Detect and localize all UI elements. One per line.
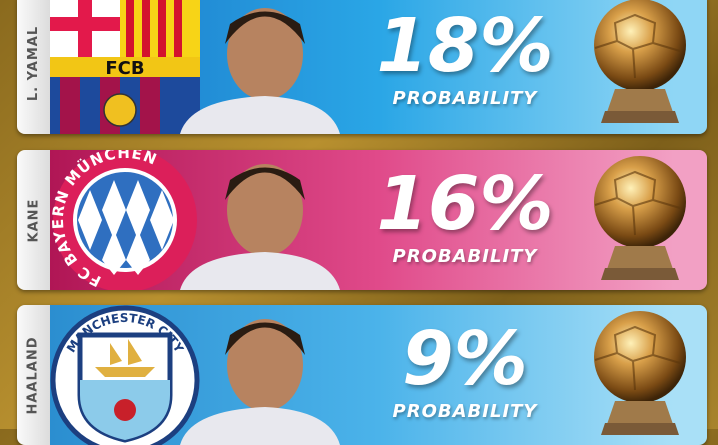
player-name-tab: L. YAMAL xyxy=(17,0,50,134)
ballon-dor-trophy-icon xyxy=(575,305,705,445)
fc-barcelona-crest-icon: FCB xyxy=(50,0,200,134)
card-panel: MANCHESTER CITY 9% PROBABILITY xyxy=(50,305,707,445)
fc-bayern-crest-icon: FC BAYERN MÜNCHEN xyxy=(50,150,197,290)
ballon-dor-trophy-icon xyxy=(575,0,705,134)
manchester-city-crest-icon: MANCHESTER CITY xyxy=(50,305,200,445)
player-name-tab: KANE xyxy=(17,150,50,290)
probability-value: 18% xyxy=(376,3,554,89)
player-name: KANE xyxy=(26,198,41,242)
player-name-tab: HAALAND xyxy=(17,305,50,445)
player-photo-yamal xyxy=(170,4,340,134)
player-photo-haaland xyxy=(170,315,340,445)
probability-label: PROBABILITY xyxy=(392,401,538,422)
probability-label: PROBABILITY xyxy=(392,88,538,109)
player-photo-kane xyxy=(170,160,340,290)
ballon-dor-trophy-icon xyxy=(575,150,705,290)
card-panel: FCB 18% PROBABILITY xyxy=(50,0,707,134)
probability-label: PROBABILITY xyxy=(392,246,538,267)
player-card-haaland: HAALAND MANCHESTER CITY 9% PROBABILITY xyxy=(17,305,707,445)
probability-value: 9% xyxy=(402,316,528,402)
player-card-yamal: L. YAMAL FCB 18% PROBABILITY xyxy=(17,0,707,134)
player-card-kane: KANE FC BAYERN MÜNCHEN 16% PROBABILITY xyxy=(17,150,707,290)
club-name: FCB xyxy=(105,58,144,79)
card-panel: FC BAYERN MÜNCHEN 16% PROBABILITY xyxy=(50,150,707,290)
probability-value: 16% xyxy=(376,161,554,247)
player-name: L. YAMAL xyxy=(26,25,42,101)
player-name: HAALAND xyxy=(26,335,41,415)
